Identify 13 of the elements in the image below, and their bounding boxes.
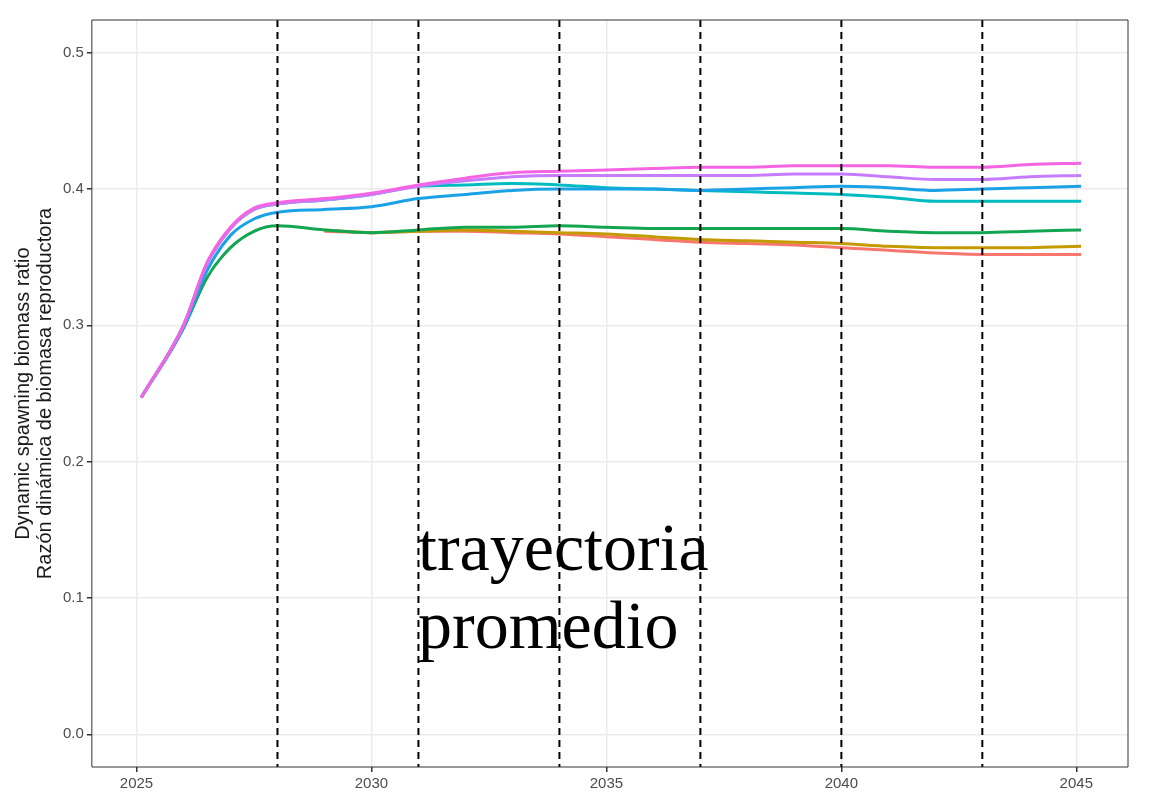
x-tick-label: 2035 [589, 774, 624, 792]
y-tick-label: 0.5 [62, 42, 84, 60]
y-tick-label: 0.3 [62, 315, 84, 333]
annotation: trayectoria promedio [418, 508, 710, 665]
x-tick-label: 2045 [1059, 774, 1093, 792]
y-tick-label: 0.0 [62, 724, 84, 742]
y-tick-label: 0.4 [62, 179, 84, 197]
y-axis-title: Dynamic spawning biomass ratio Razón dinámica de biomasa reproductora [10, 206, 55, 580]
x-tick-label: 2025 [119, 774, 154, 792]
x-tick-label: 2030 [354, 774, 389, 792]
y-tick-label: 0.1 [62, 588, 84, 606]
x-tick-label: 2040 [824, 774, 859, 792]
y-tick-label: 0.2 [62, 451, 84, 469]
